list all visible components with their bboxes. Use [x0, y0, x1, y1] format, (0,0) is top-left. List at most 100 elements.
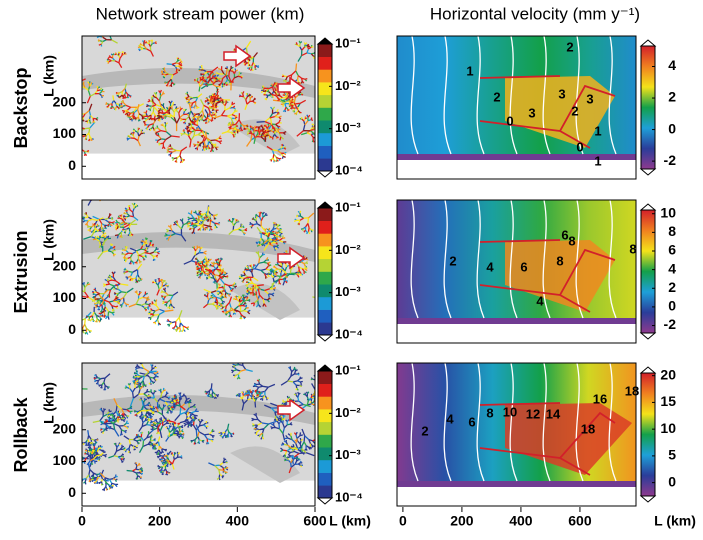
colorbar-tick-label: 10⁻²: [335, 242, 361, 257]
column-title: Horizontal velocity (mm y⁻¹): [430, 4, 640, 23]
colorbar-cell: [318, 422, 332, 435]
x-tick-label: 0: [78, 513, 86, 529]
colorbar-tick-label: 10⁻⁴: [335, 326, 363, 341]
colorbar-cell: [318, 82, 332, 95]
colorbar-cell: [318, 246, 332, 259]
contour-label: 3: [528, 105, 535, 120]
x-axis-label: L (km): [329, 513, 371, 529]
contour-label: 2: [493, 89, 500, 104]
colorbar-cell: [318, 272, 332, 285]
colorbar-tick-label: 15: [660, 393, 676, 409]
colorbar-tick-label: 10⁻¹: [335, 362, 361, 377]
colorbar-tick-label: 10⁻⁴: [335, 489, 363, 504]
colorbar-cell: [318, 259, 332, 272]
colorbar-tick-label: 4: [668, 57, 676, 73]
colorbar-cell: [318, 435, 332, 448]
contour-label: 6: [520, 259, 527, 274]
colorbar-tick-label: 2: [668, 279, 676, 295]
colorbar-cell: [318, 297, 332, 310]
colorbar-tick-label: 10⁻²: [335, 78, 361, 93]
stream-map: [72, 356, 334, 491]
y-tick-label: 100: [53, 289, 77, 305]
colorbar-tick-label: 10⁻¹: [335, 199, 361, 214]
colorbar-cell: [318, 221, 332, 234]
colorbar: [641, 46, 655, 169]
colorbar-cell: [318, 108, 332, 121]
y-tick-label: 100: [53, 452, 77, 468]
colorbar-tick-label: 10⁻³: [335, 447, 361, 462]
colorbar-tick-label: 6: [668, 242, 676, 258]
y-tick-label: 200: [53, 93, 77, 109]
contour-label: 1: [466, 63, 473, 78]
colorbar-end: [641, 367, 655, 373]
row-label: Rollback: [11, 397, 31, 473]
colorbar-cell: [318, 57, 332, 70]
colorbar-cell: [318, 120, 332, 133]
x-tick-label: 600: [303, 513, 327, 529]
colorbar-cell: [318, 233, 332, 246]
y-tick-label: 200: [53, 257, 77, 273]
velocity-strip: [397, 481, 636, 487]
x-tick-label: 600: [568, 513, 592, 529]
colorbar-cell: [318, 460, 332, 473]
colorbar-tick-label: 10⁻¹: [335, 35, 361, 50]
colorbar-end: [641, 333, 655, 339]
contour-label: 2: [571, 103, 578, 118]
contour-label: 2: [566, 39, 573, 54]
contour-label: 3: [586, 91, 593, 106]
colorbar-cell: [318, 485, 332, 498]
contour-label: 3: [558, 86, 565, 101]
column-title: Network stream power (km): [96, 4, 305, 23]
contour-label: 14: [546, 406, 561, 421]
colorbar-cell: [318, 322, 332, 335]
colorbar-tick-label: -2: [664, 152, 677, 168]
x-tick-label: 0: [399, 513, 407, 529]
contour-label: 8: [629, 241, 636, 256]
y-tick-label: 0: [68, 484, 76, 500]
colorbar-end: [318, 365, 332, 371]
contour-label: 2: [421, 423, 428, 438]
colorbar-cell: [318, 208, 332, 221]
colorbar: [641, 210, 655, 333]
y-tick-label: 200: [53, 420, 77, 436]
contour-label: 8: [556, 253, 563, 268]
velocity-strip: [397, 318, 636, 324]
contour-label: 16: [593, 391, 607, 406]
colorbar-end: [641, 169, 655, 175]
colorbar-cell: [318, 310, 332, 323]
contour-label: 10: [503, 404, 517, 419]
colorbar-cell: [318, 133, 332, 146]
x-tick-label: 400: [226, 513, 250, 529]
y-axis-label: L (km): [41, 382, 57, 424]
y-tick-label: 0: [68, 321, 76, 337]
row-label: Extrusion: [11, 230, 31, 313]
contour-label: 0: [506, 113, 513, 128]
colorbar-tick-label: 10⁻³: [335, 120, 361, 135]
colorbar-tick-label: 0: [668, 298, 676, 314]
colorbar-end: [641, 40, 655, 46]
colorbar-cell: [318, 371, 332, 384]
colorbar-cell: [318, 409, 332, 422]
colorbar-cell: [318, 447, 332, 460]
contour-label: 8: [486, 405, 493, 420]
colorbar-end: [318, 498, 332, 504]
colorbar-tick-label: 5: [668, 447, 676, 463]
y-tick-label: 100: [53, 125, 77, 141]
contour-label: 2: [449, 253, 456, 268]
contour-label: 6: [468, 414, 475, 429]
colorbar-tick-label: 10: [660, 420, 676, 436]
row-label: Backstop: [11, 67, 31, 148]
colorbar-end: [641, 204, 655, 210]
x-tick-label: 200: [450, 513, 474, 529]
contour-label: 12: [526, 406, 540, 421]
x-axis-label: L (km): [654, 513, 696, 529]
colorbar-tick-label: 8: [668, 223, 676, 239]
colorbar-end: [318, 202, 332, 208]
stream-map: [59, 27, 322, 163]
y-axis-label: L (km): [41, 55, 57, 97]
contour-label: 18: [581, 421, 595, 436]
contour-label: 4: [446, 411, 454, 426]
figure: Network stream power (km) Horizontal vel…: [0, 0, 703, 540]
contour-label: 18: [625, 383, 639, 398]
contour-label: 1: [594, 123, 601, 138]
